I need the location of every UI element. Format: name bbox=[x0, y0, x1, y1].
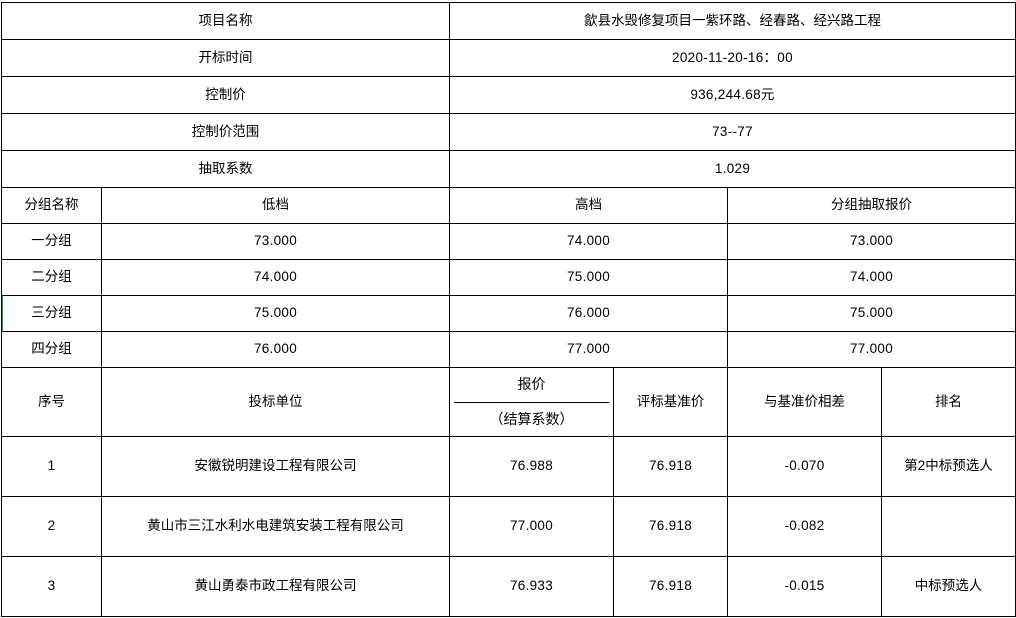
bid-bidder-name: 黄山勇泰市政工程有限公司 bbox=[101, 556, 450, 617]
info-label-open-time: 开标时间 bbox=[1, 39, 450, 77]
group-row-3: 三分组 75.000 76.000 75.000 bbox=[1, 295, 1016, 332]
info-row-draw-coefficient: 抽取系数 1.029 bbox=[1, 150, 1016, 188]
group-picked-price: 74.000 bbox=[727, 259, 1016, 296]
table-row: 3 黄山勇泰市政工程有限公司 76.933 76.918 -0.015 中标预选… bbox=[1, 556, 1016, 617]
group-low: 74.000 bbox=[101, 259, 450, 296]
info-value-open-time: 2020-11-20-16：00 bbox=[449, 39, 1016, 77]
info-row-project-name: 项目名称 歙县水毁修复项目一紫环路、经春路、经兴路工程 bbox=[1, 2, 1016, 40]
info-row-control-price: 控制价 936,244.68元 bbox=[1, 76, 1016, 114]
bid-rank: 第2中标预选人 bbox=[881, 436, 1016, 497]
bid-bidder-name: 安徽锐明建设工程有限公司 bbox=[101, 436, 450, 497]
info-label-control-price-range: 控制价范围 bbox=[1, 113, 450, 151]
group-high: 75.000 bbox=[449, 259, 728, 296]
group-picked-price: 73.000 bbox=[727, 223, 1016, 260]
bid-price: 77.000 bbox=[449, 496, 614, 557]
group-header-name: 分组名称 bbox=[1, 187, 102, 224]
bid-header-base-price: 评标基准价 bbox=[613, 367, 728, 437]
group-name: 三分组 bbox=[1, 295, 102, 332]
info-label-project-name: 项目名称 bbox=[1, 2, 450, 40]
group-high: 77.000 bbox=[449, 331, 728, 368]
group-row-4: 四分组 76.000 77.000 77.000 bbox=[1, 331, 1016, 368]
group-low: 73.000 bbox=[101, 223, 450, 260]
info-value-project-name: 歙县水毁修复项目一紫环路、经春路、经兴路工程 bbox=[449, 2, 1016, 40]
bid-rank bbox=[881, 496, 1016, 557]
bid-diff: -0.070 bbox=[727, 436, 882, 497]
bid-price: 76.988 bbox=[449, 436, 614, 497]
bid-index: 3 bbox=[1, 556, 102, 617]
bid-header-index: 序号 bbox=[1, 367, 102, 437]
bid-index: 2 bbox=[1, 496, 102, 557]
info-row-open-time: 开标时间 2020-11-20-16：00 bbox=[1, 39, 1016, 77]
info-value-control-price: 936,244.68元 bbox=[449, 76, 1016, 114]
bid-base-price: 76.918 bbox=[613, 556, 728, 617]
group-header-high: 高档 bbox=[449, 187, 728, 224]
bid-base-price: 76.918 bbox=[613, 436, 728, 497]
bid-table-header-row: 序号 投标单位 报价 （结算系数） 评标基准价 与基准价相差 排名 bbox=[1, 367, 1016, 437]
info-row-control-price-range: 控制价范围 73--77 bbox=[1, 113, 1016, 151]
bid-header-bidder: 投标单位 bbox=[101, 367, 450, 437]
group-table-header-row: 分组名称 低档 高档 分组抽取报价 bbox=[1, 187, 1016, 224]
bid-header-price-bottom: （结算系数） bbox=[489, 410, 574, 427]
table-row: 1 安徽锐明建设工程有限公司 76.988 76.918 -0.070 第2中标… bbox=[1, 436, 1016, 497]
group-name: 四分组 bbox=[1, 331, 102, 368]
bid-diff: -0.015 bbox=[727, 556, 882, 617]
bid-header-diff: 与基准价相差 bbox=[727, 367, 882, 437]
bid-bidder-name: 黄山市三江水利水电建筑安装工程有限公司 bbox=[101, 496, 450, 557]
info-value-draw-coefficient: 1.029 bbox=[449, 150, 1016, 188]
group-row-2: 二分组 74.000 75.000 74.000 bbox=[1, 259, 1016, 296]
bid-rank: 中标预选人 bbox=[881, 556, 1016, 617]
info-label-draw-coefficient: 抽取系数 bbox=[1, 150, 450, 188]
bid-price: 76.933 bbox=[449, 556, 614, 617]
bid-index: 1 bbox=[1, 436, 102, 497]
group-picked-price: 77.000 bbox=[727, 331, 1016, 368]
group-high: 76.000 bbox=[449, 295, 728, 332]
group-header-low: 低档 bbox=[101, 187, 450, 224]
group-low: 76.000 bbox=[101, 331, 450, 368]
bid-diff: -0.082 bbox=[727, 496, 882, 557]
group-low: 75.000 bbox=[101, 295, 450, 332]
bid-header-rank: 排名 bbox=[881, 367, 1016, 437]
group-name: 一分组 bbox=[1, 223, 102, 260]
group-high: 74.000 bbox=[449, 223, 728, 260]
table-row: 2 黄山市三江水利水电建筑安装工程有限公司 77.000 76.918 -0.0… bbox=[1, 496, 1016, 557]
group-name: 二分组 bbox=[1, 259, 102, 296]
group-picked-price: 75.000 bbox=[727, 295, 1016, 332]
bid-header-price: 报价 （结算系数） bbox=[449, 367, 614, 437]
group-row-1: 一分组 73.000 74.000 73.000 bbox=[1, 223, 1016, 260]
bid-header-price-top: 报价 bbox=[454, 369, 609, 403]
info-value-control-price-range: 73--77 bbox=[449, 113, 1016, 151]
group-header-picked-price: 分组抽取报价 bbox=[727, 187, 1016, 224]
bid-base-price: 76.918 bbox=[613, 496, 728, 557]
info-label-control-price: 控制价 bbox=[1, 76, 450, 114]
